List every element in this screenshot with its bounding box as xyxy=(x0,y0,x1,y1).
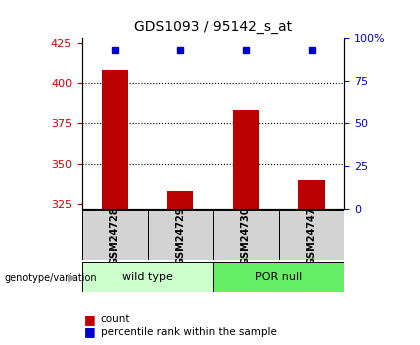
Text: wild type: wild type xyxy=(122,272,173,282)
Text: GSM24730: GSM24730 xyxy=(241,206,251,265)
Bar xyxy=(299,180,325,209)
Bar xyxy=(213,262,344,292)
Text: count: count xyxy=(101,314,130,324)
Title: GDS1093 / 95142_s_at: GDS1093 / 95142_s_at xyxy=(134,20,292,34)
Text: GSM24729: GSM24729 xyxy=(175,206,185,265)
Bar xyxy=(213,210,279,260)
Text: ■: ■ xyxy=(84,325,96,338)
Bar xyxy=(167,191,194,209)
Bar xyxy=(102,70,128,209)
Text: GSM24728: GSM24728 xyxy=(110,206,120,265)
Text: ■: ■ xyxy=(84,313,96,326)
Text: genotype/variation: genotype/variation xyxy=(4,273,97,283)
Bar xyxy=(82,262,213,292)
Text: percentile rank within the sample: percentile rank within the sample xyxy=(101,327,277,337)
Text: POR null: POR null xyxy=(255,272,302,282)
Text: ▶: ▶ xyxy=(68,273,76,283)
Bar xyxy=(279,210,344,260)
Text: GSM24747: GSM24747 xyxy=(307,206,317,265)
Bar xyxy=(82,210,147,260)
Bar xyxy=(147,210,213,260)
Bar xyxy=(233,110,259,209)
